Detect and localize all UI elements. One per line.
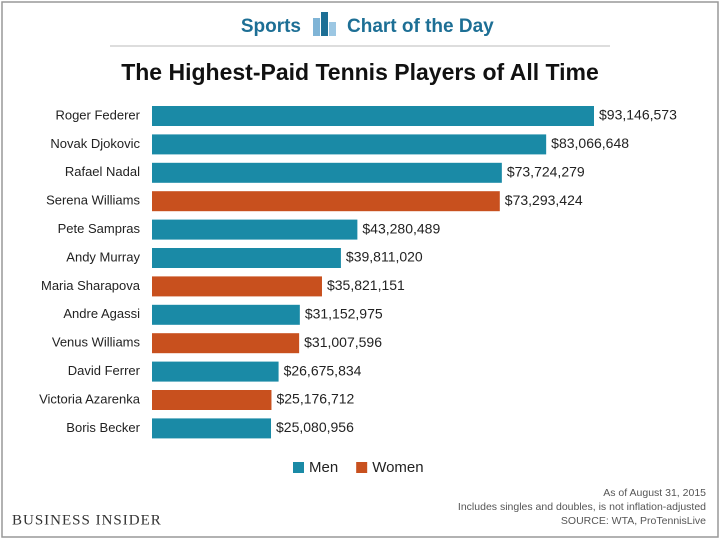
bar xyxy=(152,106,594,126)
legend: Men Women xyxy=(293,459,424,476)
legend-label: Men xyxy=(309,459,338,476)
category-label: David Ferrer xyxy=(68,363,141,378)
value-label: $31,007,596 xyxy=(304,334,382,350)
value-label: $39,811,020 xyxy=(346,249,423,265)
header-label: Chart of the Day xyxy=(347,16,494,37)
note: As of August 31, 2015 xyxy=(603,487,706,499)
legend-swatch xyxy=(356,462,368,473)
value-label: $73,293,424 xyxy=(505,192,583,208)
brand: BUSINESS INSIDER xyxy=(12,512,162,528)
section-label: Sports xyxy=(241,16,301,37)
source: SOURCE: WTA, ProTennisLive xyxy=(561,515,706,527)
bar xyxy=(152,361,279,382)
category-label: Novak Djokovic xyxy=(50,136,140,151)
bar xyxy=(152,219,358,240)
legend-swatch xyxy=(293,462,304,473)
bar xyxy=(152,304,300,325)
category-label: Roger Federer xyxy=(55,107,140,122)
value-label: $31,152,975 xyxy=(305,306,383,322)
category-label: Venus Williams xyxy=(52,335,141,350)
value-label: $25,176,712 xyxy=(276,391,354,407)
category-label: Rafael Nadal xyxy=(65,164,140,179)
bar xyxy=(152,418,272,439)
bar xyxy=(152,276,322,297)
bar xyxy=(152,162,502,183)
note: Includes singles and doubles, is not inf… xyxy=(458,501,706,513)
category-label: Boris Becker xyxy=(66,420,140,435)
category-label: Serena Williams xyxy=(46,193,140,208)
bar xyxy=(152,390,272,410)
legend-label: Women xyxy=(372,459,423,476)
value-label: $35,821,151 xyxy=(327,277,405,293)
category-label: Pete Sampras xyxy=(58,221,141,236)
category-label: Victoria Azarenka xyxy=(39,391,141,406)
bar xyxy=(152,333,300,354)
header-icon xyxy=(313,12,336,36)
value-label: $83,066,648 xyxy=(551,135,629,151)
category-label: Andy Murray xyxy=(66,249,140,264)
value-label: $93,146,573 xyxy=(599,107,677,123)
value-label: $25,080,956 xyxy=(276,419,354,435)
bar xyxy=(152,191,500,212)
category-label: Maria Sharapova xyxy=(41,278,141,293)
value-label: $43,280,489 xyxy=(362,220,440,236)
chart-title: The Highest-Paid Tennis Players of All T… xyxy=(121,59,599,85)
value-label: $26,675,834 xyxy=(284,362,362,378)
value-label: $73,724,279 xyxy=(507,164,585,180)
bar xyxy=(152,134,547,155)
bar xyxy=(152,248,341,268)
category-label: Andre Agassi xyxy=(63,306,140,321)
